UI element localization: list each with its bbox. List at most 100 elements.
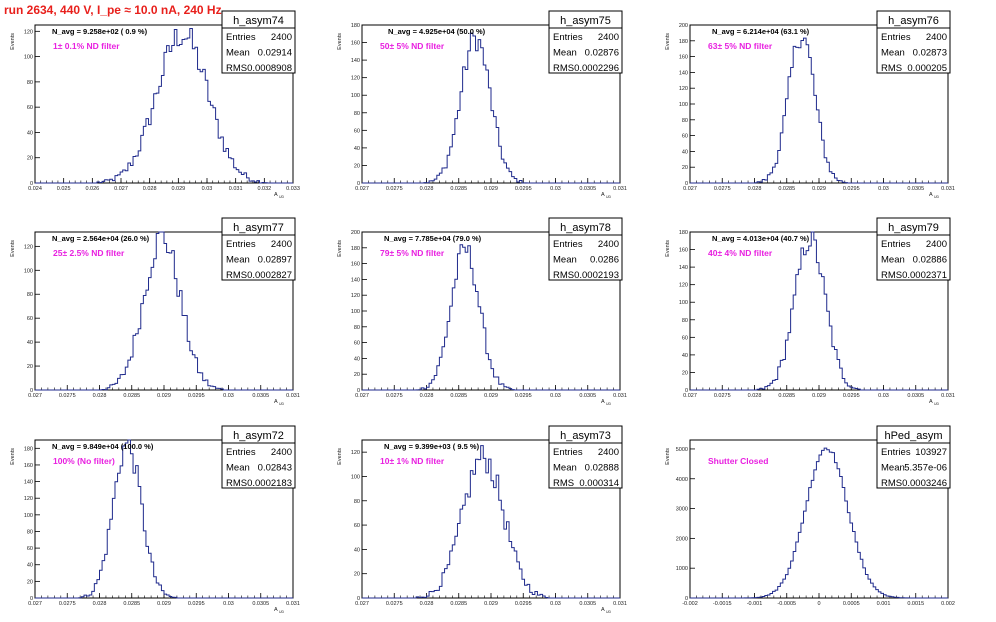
x-tick-label: 0.028 bbox=[93, 601, 107, 607]
x-tick-label: 0.0275 bbox=[59, 393, 76, 399]
stats-label: Mean bbox=[881, 48, 905, 59]
y-tick-label: 0 bbox=[685, 596, 688, 602]
x-tick-label: 0.0285 bbox=[778, 393, 795, 399]
histogram-panel-h_asym79: 0 20 40 60 80 100 120 140 160 180 0.027 0.0275 0.028… bbox=[665, 217, 955, 406]
x-tick-label: 0.027 bbox=[355, 186, 369, 192]
x-tick-label: 0.031 bbox=[941, 186, 955, 192]
y-tick-label: 100 bbox=[351, 309, 360, 315]
stats-box bbox=[548, 425, 623, 489]
x-tick-label: 0.0295 bbox=[843, 186, 860, 192]
navg-label: N_avg = 9.258e+02 ( 0.9 %) bbox=[52, 27, 148, 36]
y-tick-label: 20 bbox=[354, 163, 360, 169]
x-tick-label: 0.028 bbox=[748, 186, 762, 192]
y-tick-label: 180 bbox=[679, 230, 688, 236]
x-tick-label: 0.0005 bbox=[843, 601, 860, 607]
y-tick-label: 100 bbox=[24, 55, 33, 61]
stats-title: h_asym76 bbox=[888, 15, 939, 27]
x-tick-label: 0.0275 bbox=[714, 393, 731, 399]
stats-value: 0.02914 bbox=[258, 48, 292, 59]
histogram-panel-hPed_asym: 0 1000 2000 3000 4000 5000 -0.002 -0.0015 -0.001… bbox=[665, 425, 955, 607]
stats-title: h_asym74 bbox=[233, 15, 284, 27]
stats-value: 2400 bbox=[926, 239, 947, 250]
stats-label: RMS bbox=[226, 63, 247, 74]
x-tick-label: 0.0015 bbox=[907, 601, 924, 607]
x-tick-label: 0.027 bbox=[114, 186, 128, 192]
x-tick-label: -0.001 bbox=[747, 601, 763, 607]
stats-label: RMS bbox=[553, 478, 574, 489]
y-tick-label: 80 bbox=[682, 118, 688, 124]
stats-label: Entries bbox=[226, 447, 256, 458]
x-tick-label: 0.0275 bbox=[386, 186, 403, 192]
stats-value: 0.0002183 bbox=[247, 478, 292, 489]
stats-box bbox=[548, 10, 623, 74]
histogram-panel-h_asym73: 0 20 40 60 80 100 120 0.027 0.0275 0.028 0.0285 0.0… bbox=[337, 425, 627, 614]
y-tick-label: 80 bbox=[27, 292, 33, 298]
x-axis-label: A bbox=[274, 192, 278, 198]
y-tick-label: 40 bbox=[27, 340, 33, 346]
y-tick-label: 40 bbox=[682, 353, 688, 359]
y-tick-label: 0 bbox=[30, 596, 33, 602]
x-axis-label: A bbox=[929, 192, 933, 198]
y-tick-label: 0 bbox=[30, 388, 33, 394]
y-tick-label: 60 bbox=[27, 105, 33, 111]
x-tick-label: 0.0285 bbox=[450, 601, 467, 607]
x-tick-label: 0.0275 bbox=[386, 393, 403, 399]
x-tick-label: 0.0295 bbox=[843, 393, 860, 399]
stats-label: RMS bbox=[553, 270, 574, 281]
y-tick-label: 100 bbox=[679, 102, 688, 108]
x-tick-label: 0.029 bbox=[157, 601, 171, 607]
x-tick-label: 0.03 bbox=[223, 393, 234, 399]
histogram-line bbox=[690, 447, 948, 599]
x-tick-label: 0.024 bbox=[28, 186, 42, 192]
stats-box bbox=[876, 10, 951, 74]
y-axis-label: Events bbox=[10, 448, 16, 465]
x-tick-label: 0.027 bbox=[683, 393, 697, 399]
navg-label: N_avg = 9.849e+04 (100.0 %) bbox=[52, 442, 154, 451]
x-tick-label: 0.002 bbox=[941, 601, 955, 607]
y-tick-label: 160 bbox=[679, 248, 688, 254]
x-axis-label: A bbox=[601, 192, 605, 198]
x-tick-label: 0.0295 bbox=[515, 601, 532, 607]
histogram-line bbox=[362, 445, 620, 599]
y-tick-label: 20 bbox=[354, 572, 360, 578]
x-tick-label: 0.032 bbox=[257, 186, 271, 192]
x-tick-label: 0.0275 bbox=[714, 186, 731, 192]
stats-value: 0.02897 bbox=[258, 255, 292, 266]
y-tick-label: 0 bbox=[357, 596, 360, 602]
annotation-label: 79± 5% ND filter bbox=[380, 248, 445, 258]
x-axis-label-subscript: UD bbox=[934, 402, 940, 406]
stats-value: 2400 bbox=[271, 239, 292, 250]
x-tick-label: 0.028 bbox=[93, 393, 107, 399]
x-axis-label: A bbox=[274, 607, 278, 613]
stats-title: hPed_asym bbox=[884, 430, 942, 442]
stats-label: Mean bbox=[553, 255, 577, 266]
navg-label: N_avg = 4.013e+04 (40.7 %) bbox=[712, 234, 810, 243]
y-tick-label: 40 bbox=[27, 563, 33, 569]
y-tick-label: 200 bbox=[679, 23, 688, 29]
histogram-panel-h_asym76: 0 20 40 60 80 100 120 140 160 180 200 0.027 0.0275 0.… bbox=[665, 10, 955, 199]
y-tick-label: 80 bbox=[354, 499, 360, 505]
histogram-line bbox=[35, 27, 293, 184]
x-tick-label: 0.03 bbox=[550, 601, 561, 607]
stats-value: 2400 bbox=[271, 32, 292, 43]
x-tick-label: 0.0285 bbox=[450, 393, 467, 399]
stats-value: 0.0002296 bbox=[574, 63, 619, 74]
stats-title: h_asym73 bbox=[560, 430, 611, 442]
histogram-panel-h_asym72: 0 20 40 60 80 100 120 140 160 180 0.027 0.0275 0.028… bbox=[10, 425, 300, 614]
navg-label: N_avg = 2.564e+04 (26.0 %) bbox=[52, 234, 150, 243]
y-tick-label: 140 bbox=[679, 265, 688, 271]
stats-value: 0.0002827 bbox=[247, 270, 292, 281]
y-tick-label: 60 bbox=[354, 523, 360, 529]
x-axis-label-subscript: UD bbox=[606, 610, 612, 614]
stats-value: 2400 bbox=[598, 447, 619, 458]
y-tick-label: 20 bbox=[682, 370, 688, 376]
y-tick-label: 40 bbox=[682, 149, 688, 155]
x-tick-label: 0.03 bbox=[550, 393, 561, 399]
y-tick-label: 20 bbox=[27, 364, 33, 370]
x-tick-label: 0.033 bbox=[286, 186, 300, 192]
x-tick-label: 0.029 bbox=[484, 393, 498, 399]
x-tick-label: 0.0295 bbox=[515, 393, 532, 399]
x-axis-label-subscript: UD bbox=[934, 195, 940, 199]
x-tick-label: 0.03 bbox=[550, 186, 561, 192]
